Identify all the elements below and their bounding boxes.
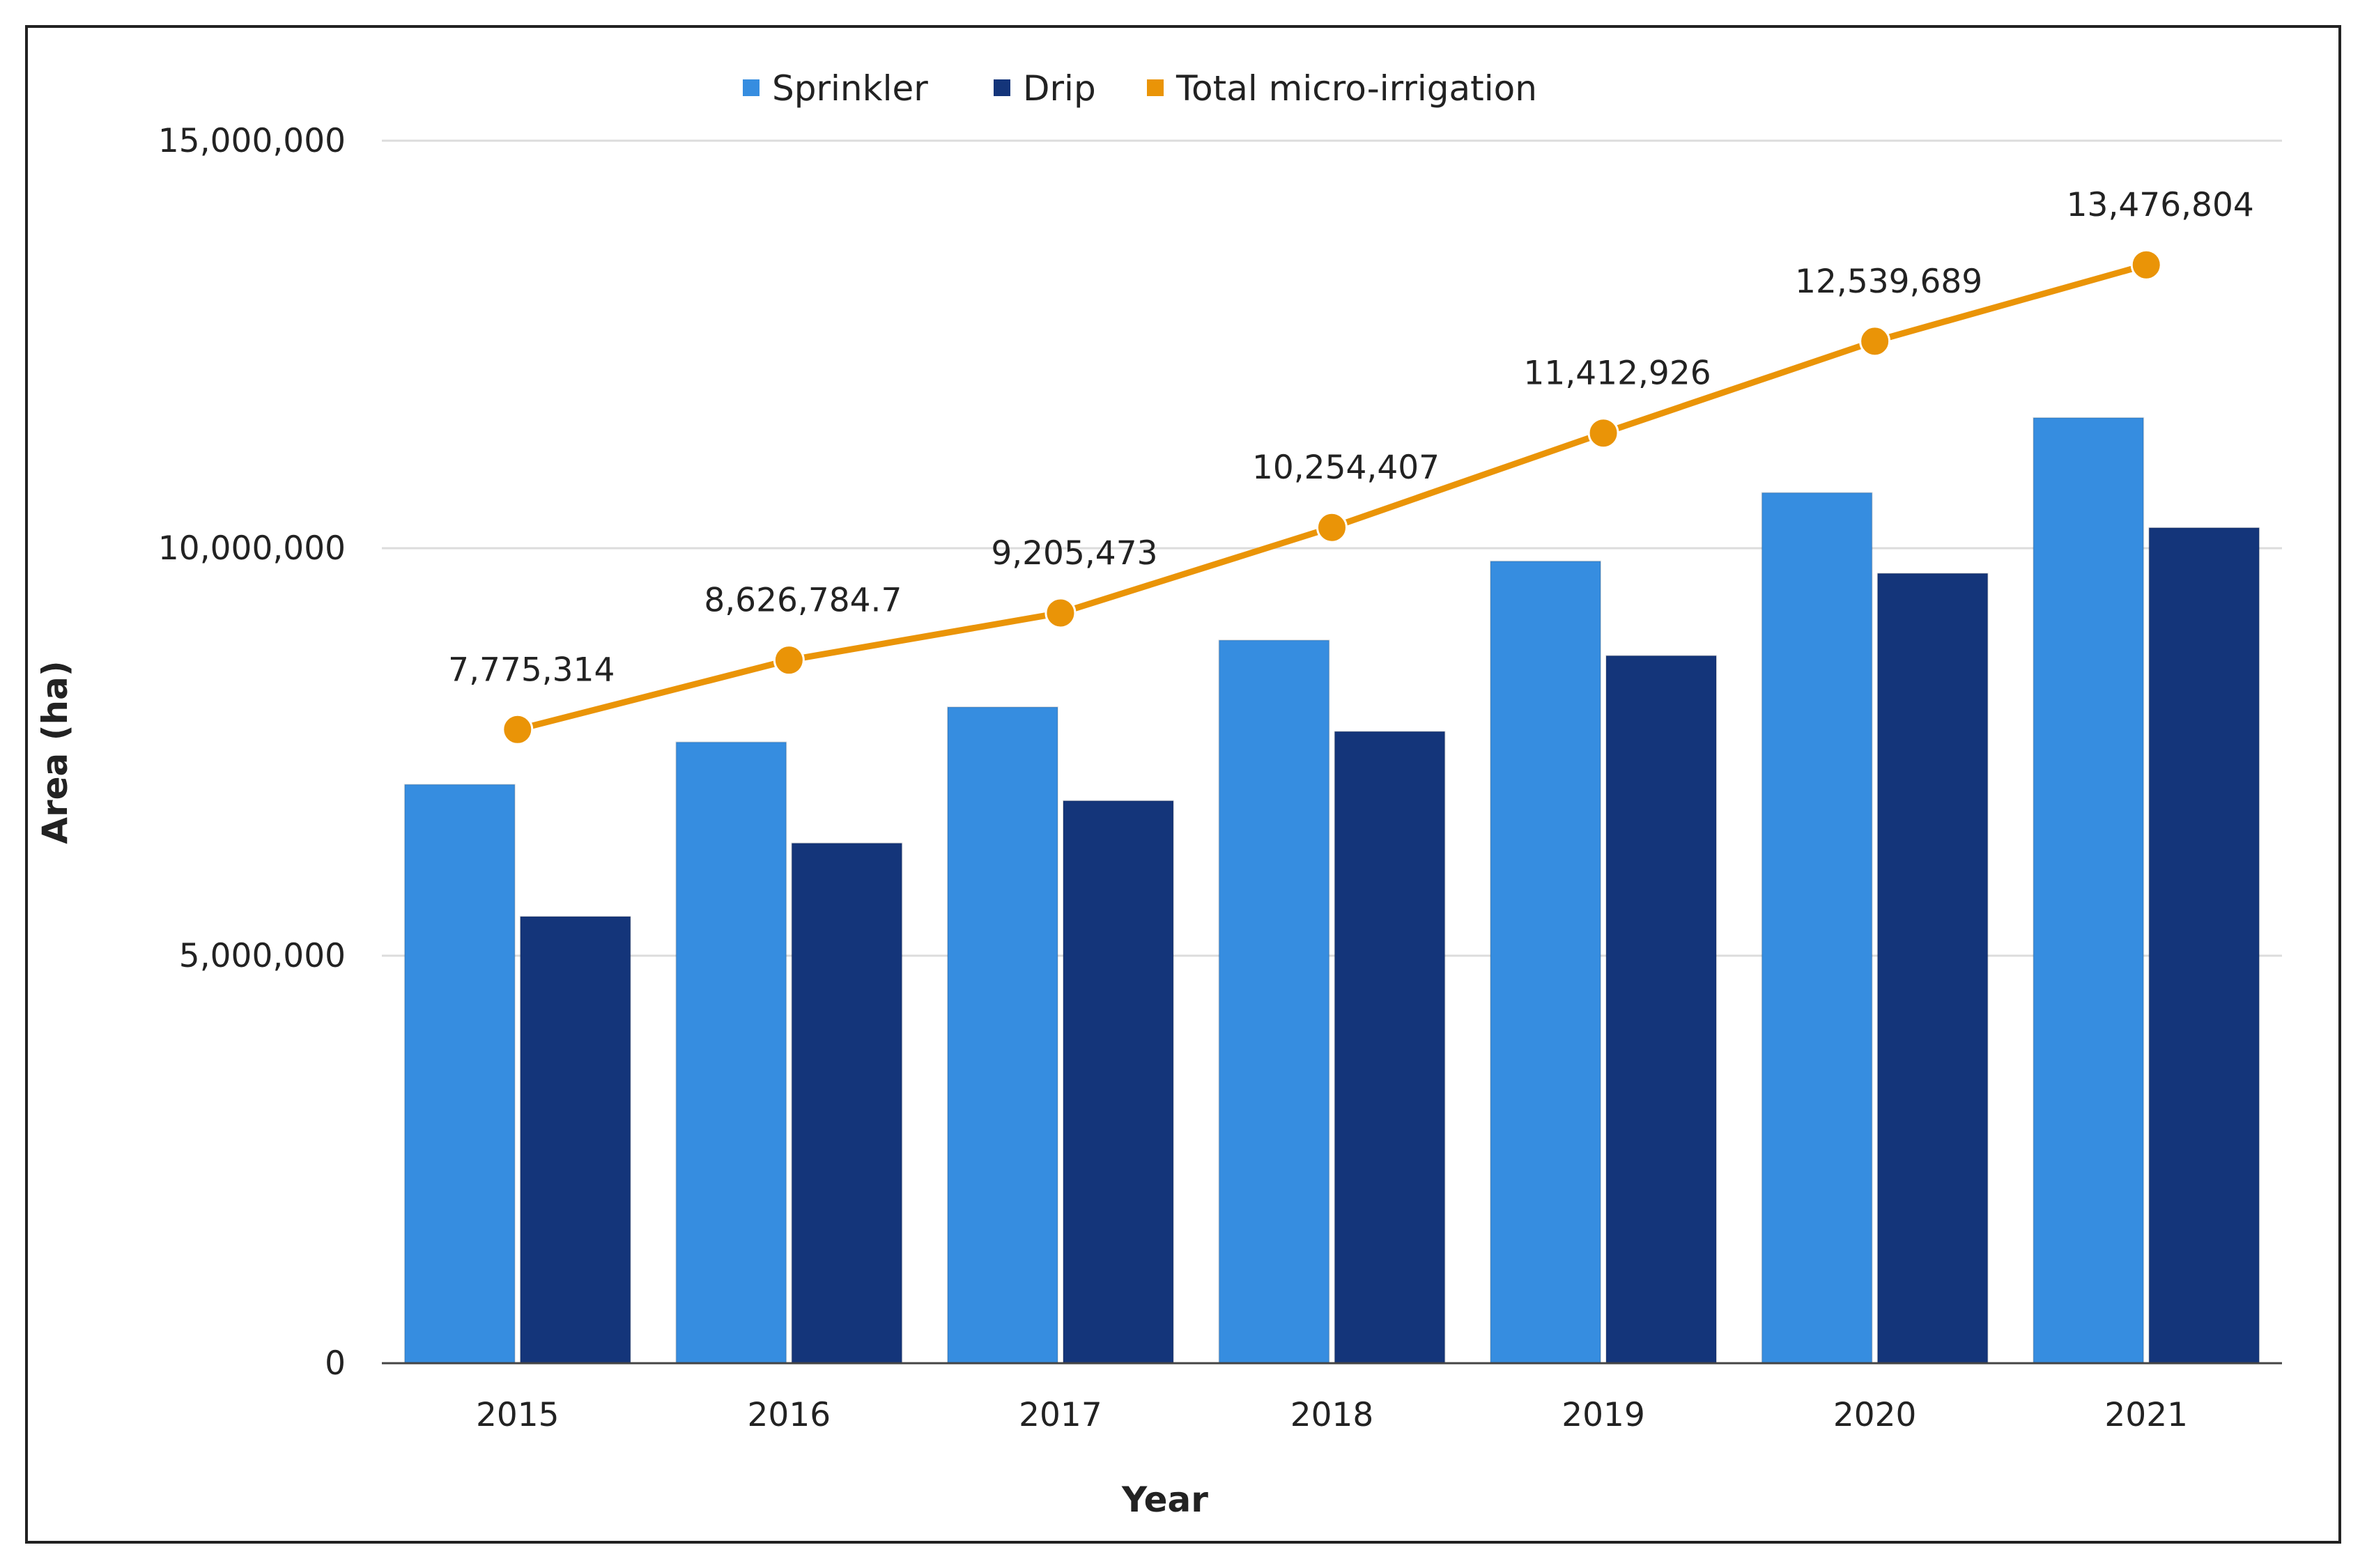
- y-axis-title: Area (ha): [35, 660, 75, 844]
- point-total-2016: [773, 644, 805, 676]
- x-tick-label: 2017: [1019, 1396, 1102, 1434]
- point-total-2018: [1316, 511, 1348, 543]
- point-total-2015: [502, 713, 534, 745]
- bar-sprinkler-2020: [1761, 492, 1873, 1365]
- data-label-total-2016: 8,626,784.7: [704, 582, 902, 620]
- bar-sprinkler-2017: [946, 706, 1058, 1364]
- bar-drip-2021: [2148, 527, 2260, 1364]
- legend-label-sprinkler: Sprinkler: [772, 68, 928, 109]
- bar-sprinkler-2016: [675, 741, 787, 1364]
- data-label-total-2021: 13,476,804: [2067, 186, 2254, 224]
- x-tick-label: 2020: [1833, 1396, 1917, 1434]
- bar-sprinkler-2015: [403, 784, 516, 1365]
- bars: [403, 417, 2260, 1365]
- bar-sprinkler-2018: [1218, 639, 1330, 1365]
- y-tick-label: 5,000,000: [179, 937, 346, 975]
- legend-label-total-micro-irrigation: Total micro-irrigation: [1175, 68, 1537, 109]
- bar-drip-2018: [1334, 731, 1446, 1364]
- legend-swatch-total-micro-irrigation: [1147, 79, 1164, 96]
- x-tick-label: 2015: [476, 1396, 560, 1434]
- x-axis-title: Year: [1121, 1480, 1208, 1520]
- x-tick-label: 2021: [2104, 1396, 2188, 1434]
- bar-drip-2017: [1062, 800, 1174, 1364]
- data-label-total-2017: 9,205,473: [991, 534, 1157, 573]
- legend: Sprinkler Drip Total micro-irrigation: [743, 68, 1537, 109]
- data-label-total-2020: 12,539,689: [1795, 263, 1982, 301]
- legend-label-drip: Drip: [1023, 68, 1096, 109]
- bar-sprinkler-2019: [1490, 560, 1602, 1364]
- x-tick-label: 2018: [1290, 1396, 1374, 1434]
- data-label-total-2018: 10,254,407: [1252, 449, 1440, 487]
- data-labels: 7,775,314 8,626,784.7 9,205,473 10,254,407 1…: [448, 186, 2254, 689]
- data-label-total-2015: 7,775,314: [448, 651, 615, 689]
- y-tick-label: 0: [325, 1344, 346, 1383]
- x-tick-label: 2016: [748, 1396, 831, 1434]
- chart-frame: [25, 25, 2341, 1544]
- y-tick-label: 15,000,000: [158, 122, 346, 160]
- bar-drip-2020: [1876, 573, 1989, 1364]
- point-total-2020: [1859, 325, 1891, 357]
- point-total-2019: [1587, 417, 1619, 449]
- bar-drip-2015: [519, 915, 631, 1364]
- total-line: [502, 249, 2162, 745]
- y-axis-ticks: 0 5,000,000 10,000,000 15,000,000: [158, 122, 346, 1383]
- bar-drip-2016: [791, 842, 903, 1365]
- data-label-total-2019: 11,412,926: [1524, 355, 1711, 393]
- x-axis-ticks: 2015 2016 2017 2018 2019 2020 2021: [476, 1396, 2188, 1434]
- bar-drip-2019: [1605, 655, 1718, 1364]
- legend-swatch-drip: [994, 79, 1010, 96]
- bar-sprinkler-2021: [2033, 417, 2145, 1364]
- legend-swatch-sprinkler: [743, 79, 760, 96]
- y-tick-label: 10,000,000: [158, 529, 346, 568]
- point-total-2017: [1044, 597, 1077, 629]
- x-tick-label: 2019: [1562, 1396, 1645, 1434]
- point-total-2021: [2130, 249, 2162, 281]
